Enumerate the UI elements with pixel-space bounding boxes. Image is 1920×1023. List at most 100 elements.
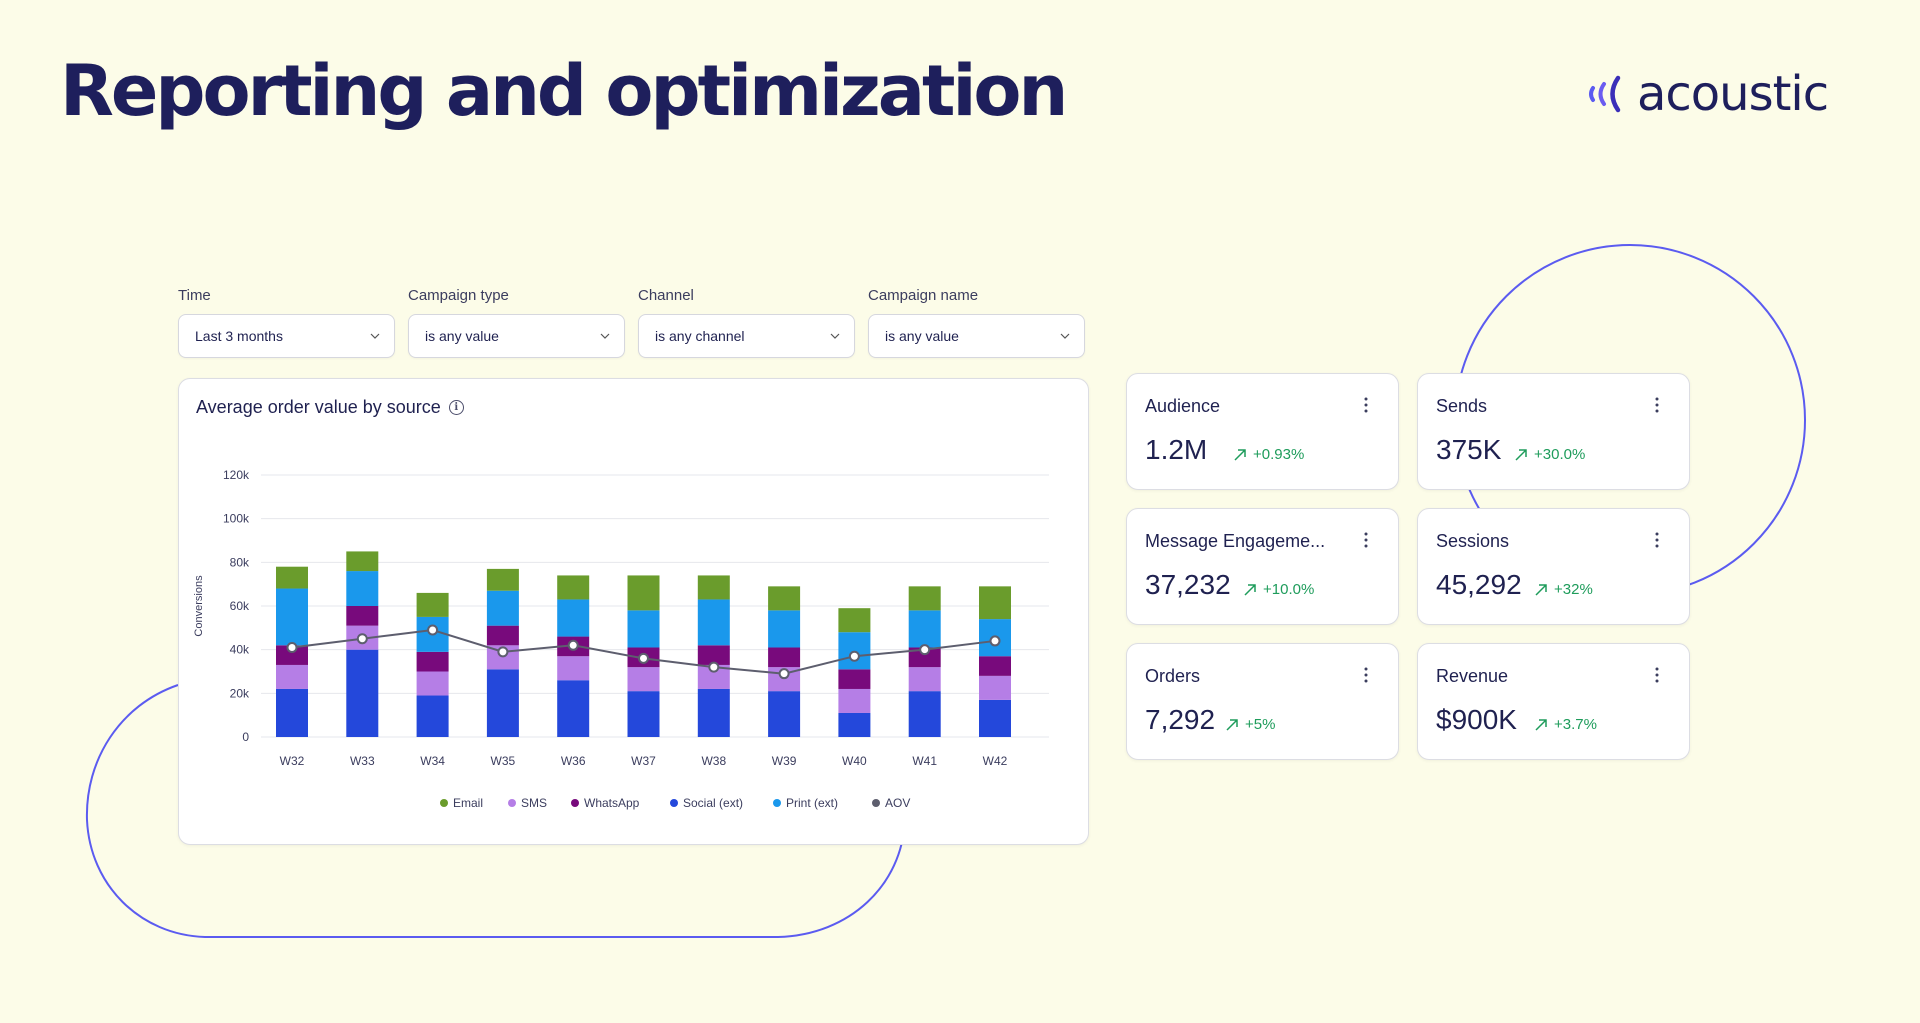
bar-segment-email [416, 592, 449, 617]
x-tick-label: W37 [631, 754, 656, 768]
more-options-icon[interactable] [1364, 531, 1368, 549]
trend-up-icon [1244, 583, 1256, 596]
bar-segment-sms [979, 675, 1011, 700]
metric-change-value: +5% [1245, 716, 1276, 733]
filter-time: Time Last 3 months [178, 287, 395, 358]
sound-wave-icon [1589, 75, 1621, 113]
time-select[interactable]: Last 3 months [178, 314, 395, 358]
select-value: is any value [885, 328, 959, 344]
metric-card-revenue[interactable]: Revenue $900K +3.7% [1417, 643, 1690, 760]
legend-swatch-print [773, 799, 781, 807]
metric-value: 45,292 [1436, 569, 1522, 600]
more-options-icon[interactable] [1655, 666, 1659, 684]
metric-label: Audience [1145, 396, 1221, 416]
metric-change: +5% [1225, 716, 1275, 733]
more-options-icon[interactable] [1364, 666, 1368, 684]
legend-label: Email [453, 796, 483, 810]
bar-segment-whatsapp [697, 645, 730, 665]
chevron-down-icon [1060, 333, 1070, 339]
bar-segment-print [276, 588, 308, 646]
metric-card-sends[interactable]: Sends 375K +30.0% [1417, 373, 1690, 490]
legend-label: SMS [521, 796, 547, 810]
campaign-type-select[interactable]: is any value [408, 314, 625, 358]
metric-card-sessions[interactable]: Sessions 45,292 +32% [1417, 508, 1690, 625]
filter-label: Campaign name [868, 287, 979, 304]
trend-up-icon [1515, 448, 1527, 461]
x-tick-label: W32 [280, 754, 305, 768]
bar-segment-social [908, 691, 941, 737]
y-tick-label: 40k [230, 643, 250, 657]
bar-segment-whatsapp [979, 656, 1011, 676]
page-title: Reporting and optimization [60, 50, 1068, 132]
metric-change: +0.93% [1233, 446, 1304, 463]
filter-label: Time [178, 287, 211, 304]
filter-label: Channel [638, 287, 694, 304]
trend-up-icon [1226, 718, 1238, 731]
aov-point [356, 633, 368, 645]
trend-up-icon [1535, 718, 1547, 731]
y-tick-label: 120k [223, 468, 250, 482]
metric-card-orders[interactable]: Orders 7,292 +5% [1126, 643, 1399, 760]
legend-swatch-whatsapp [571, 799, 579, 807]
aov-point [286, 641, 298, 653]
metric-label: Orders [1145, 666, 1201, 686]
bar-segment-sms [416, 671, 449, 696]
select-value: is any value [425, 328, 499, 344]
channel-select[interactable]: is any channel [638, 314, 855, 358]
bar-segment-print [557, 599, 590, 637]
x-tick-label: W34 [420, 754, 445, 768]
more-options-icon[interactable] [1655, 396, 1659, 414]
bar-segment-whatsapp [838, 669, 871, 689]
aov-point [989, 635, 1001, 647]
bar-segment-email [908, 586, 941, 611]
metric-label: Sessions [1436, 531, 1510, 551]
aov-point [497, 646, 509, 658]
metric-value: 37,232 [1145, 569, 1231, 600]
more-options-icon[interactable] [1364, 396, 1368, 414]
bar-segment-sms [838, 688, 871, 713]
filter-campaign-type: Campaign type is any value [408, 287, 625, 358]
metric-card-message-engagement[interactable]: Message Engageme... 37,232 +10.0% [1126, 508, 1399, 625]
metric-value: 1.2M [1145, 434, 1208, 465]
x-tick-label: W40 [842, 754, 867, 768]
brand-name: acoustic [1637, 66, 1829, 122]
filter-channel: Channel is any channel [638, 287, 855, 358]
campaign-name-select[interactable]: is any value [868, 314, 1085, 358]
bar-segment-sms [276, 664, 308, 689]
bar-segment-email [979, 586, 1011, 620]
bar-segment-social [416, 695, 449, 737]
metric-label: Message Engageme... [1145, 531, 1326, 551]
bar-segment-social [557, 680, 590, 737]
bar-segment-social [838, 712, 871, 737]
bar-segment-whatsapp [486, 625, 519, 646]
x-tick-label: W39 [772, 754, 797, 768]
info-icon[interactable]: i [448, 400, 464, 415]
more-options-icon[interactable] [1655, 531, 1659, 549]
bar-segment-whatsapp [908, 647, 941, 668]
metric-value: 375K [1436, 434, 1502, 465]
legend-swatch-aov [872, 799, 880, 807]
bar-segment-email [768, 586, 801, 611]
bar-segment-email [627, 575, 660, 611]
bar-segment-email [838, 608, 871, 633]
bar-segment-sms [627, 667, 660, 692]
bar-segment-social [346, 649, 379, 737]
bar-segment-print [346, 571, 379, 606]
decor-cloud [85, 684, 906, 938]
bar-segment-social [486, 669, 519, 737]
bar-segment-whatsapp [346, 606, 379, 626]
bar-segment-email [486, 568, 519, 591]
x-tick-label: W38 [701, 754, 726, 768]
select-value: is any channel [655, 328, 745, 344]
aov-point [708, 661, 720, 673]
legend-label: WhatsApp [584, 796, 640, 810]
x-tick-label: W41 [912, 754, 937, 768]
metric-label: Revenue [1436, 666, 1509, 686]
aov-point [919, 644, 931, 656]
chevron-down-icon [830, 333, 840, 339]
bar-segment-email [346, 551, 379, 572]
y-axis-label: Conversions [193, 575, 205, 637]
bar-segment-sms [908, 667, 941, 692]
metric-card-audience[interactable]: Audience 1.2M +0.93% [1126, 373, 1399, 490]
filter-label: Campaign type [408, 287, 509, 304]
